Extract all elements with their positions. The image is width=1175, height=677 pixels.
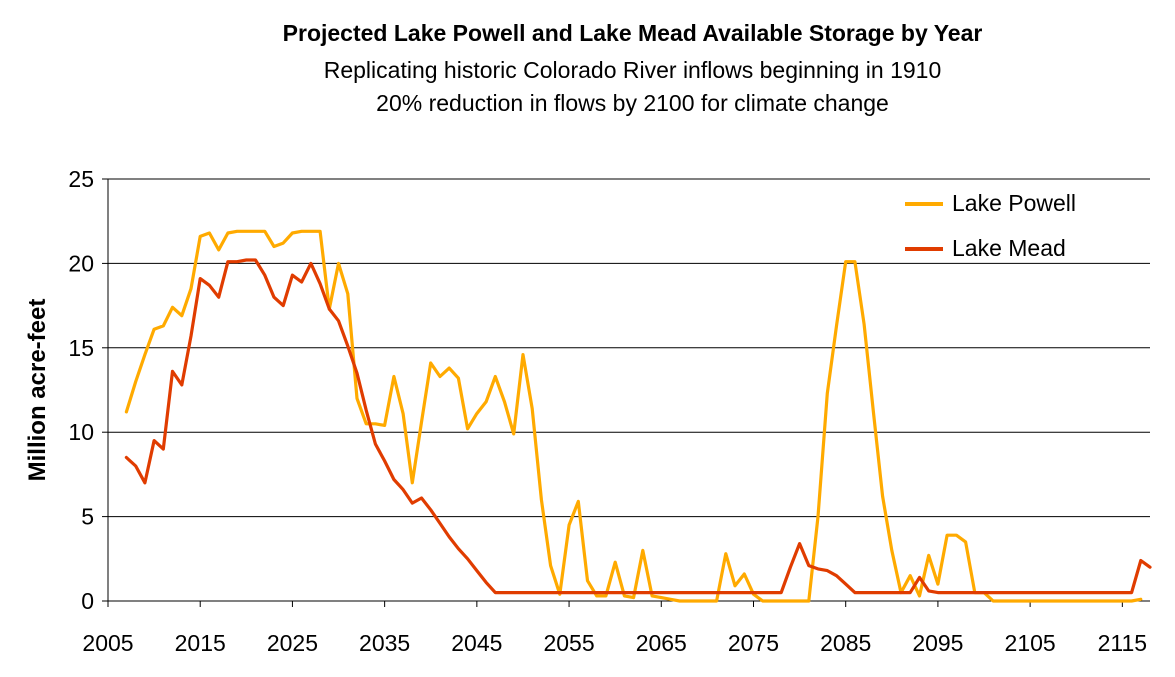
x-tick-label: 2085 bbox=[820, 630, 871, 656]
y-tick-label: 10 bbox=[68, 419, 94, 445]
x-tick-label: 2075 bbox=[728, 630, 779, 656]
x-tick-label: 2005 bbox=[82, 630, 133, 656]
x-tick-label: 2105 bbox=[1005, 630, 1056, 656]
chart-title: Projected Lake Powell and Lake Mead Avai… bbox=[282, 20, 983, 46]
series-line-lake-powell bbox=[124, 229, 1143, 603]
y-tick-label: 5 bbox=[81, 504, 94, 530]
x-tick-label: 2045 bbox=[451, 630, 502, 656]
legend-label: Lake Powell bbox=[952, 190, 1076, 216]
chart-subtitle-line-2: 20% reduction in flows by 2100 for clima… bbox=[376, 90, 889, 116]
x-tick-label: 2055 bbox=[543, 630, 594, 656]
series-line-lake-mead bbox=[124, 258, 1152, 595]
legend-label: Lake Mead bbox=[952, 235, 1066, 261]
y-tick-label: 20 bbox=[68, 250, 94, 276]
x-tick-label: 2065 bbox=[636, 630, 687, 656]
x-tick-label: 2115 bbox=[1098, 630, 1147, 656]
x-tick-label: 2025 bbox=[267, 630, 318, 656]
y-tick-label: 25 bbox=[68, 166, 94, 192]
x-tick-label: 2035 bbox=[359, 630, 410, 656]
chart-subtitle-line-1: Replicating historic Colorado River infl… bbox=[323, 57, 942, 83]
x-tick-label: 2095 bbox=[912, 630, 963, 656]
y-tick-label: 15 bbox=[68, 335, 94, 361]
y-tick-label: 0 bbox=[81, 588, 94, 614]
x-tick-label: 2015 bbox=[175, 630, 226, 656]
